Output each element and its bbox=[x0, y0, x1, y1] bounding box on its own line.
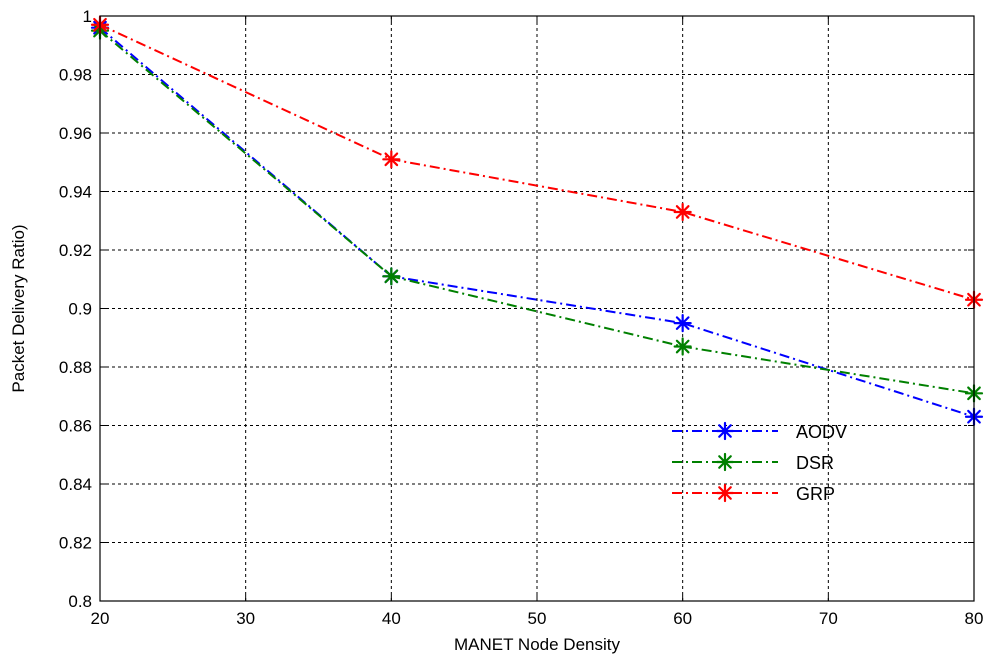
data-point-grp bbox=[382, 150, 401, 169]
grid bbox=[100, 16, 974, 601]
y-tick-label: 0.98 bbox=[59, 66, 92, 85]
y-tick-label: 0.88 bbox=[59, 358, 92, 377]
data-point-dsr bbox=[673, 337, 692, 356]
legend-label-grp: GRP bbox=[796, 484, 835, 504]
y-axis: 0.8 0.82 0.84 0.86 0.88 0.9 0.92 0.94 0.96 0.98 1 bbox=[59, 7, 974, 611]
plot-area-frame bbox=[99, 15, 975, 602]
x-tick-label: 60 bbox=[673, 609, 692, 628]
y-tick-label: 0.94 bbox=[59, 183, 92, 202]
y-tick-label: 0.86 bbox=[59, 417, 92, 436]
legend-marker-aodv bbox=[715, 421, 735, 441]
data-point-grp bbox=[673, 202, 692, 222]
x-axis: 20 30 40 50 60 70 80 bbox=[91, 16, 984, 628]
legend-label-aodv: AODV bbox=[796, 422, 847, 442]
y-tick-label: 0.8 bbox=[68, 592, 92, 611]
y-tick-label: 0.9 bbox=[68, 300, 92, 319]
y-tick-label: 0.92 bbox=[59, 241, 92, 260]
series-line-grp bbox=[99, 23, 975, 301]
x-tick-label: 70 bbox=[819, 609, 838, 628]
series-dsr bbox=[90, 21, 984, 403]
x-axis-label: MANET Node Density bbox=[454, 635, 620, 654]
x-tick-label: 20 bbox=[91, 609, 110, 628]
data-point-aodv bbox=[673, 314, 692, 333]
legend-marker-dsr bbox=[715, 452, 735, 472]
y-tick-label: 0.96 bbox=[59, 124, 92, 143]
legend: AODV DSR GRP bbox=[672, 421, 847, 504]
y-tick-label: 1 bbox=[83, 7, 92, 26]
data-point-dsr bbox=[382, 267, 401, 286]
legend-item-grp: GRP bbox=[672, 483, 835, 504]
legend-label-dsr: DSR bbox=[796, 453, 834, 473]
x-tick-label: 50 bbox=[528, 609, 547, 628]
y-tick-label: 0.84 bbox=[59, 475, 92, 494]
x-tick-label: 80 bbox=[965, 609, 984, 628]
y-axis-label: Packet Delivery Ratio) bbox=[9, 224, 28, 392]
y-tick-label: 0.82 bbox=[59, 534, 92, 553]
legend-item-aodv: AODV bbox=[672, 421, 847, 442]
series-line-dsr bbox=[99, 29, 975, 395]
legend-item-dsr: DSR bbox=[672, 452, 834, 473]
legend-marker-grp bbox=[715, 483, 735, 503]
x-tick-label: 30 bbox=[236, 609, 255, 628]
x-tick-label: 40 bbox=[382, 609, 401, 628]
